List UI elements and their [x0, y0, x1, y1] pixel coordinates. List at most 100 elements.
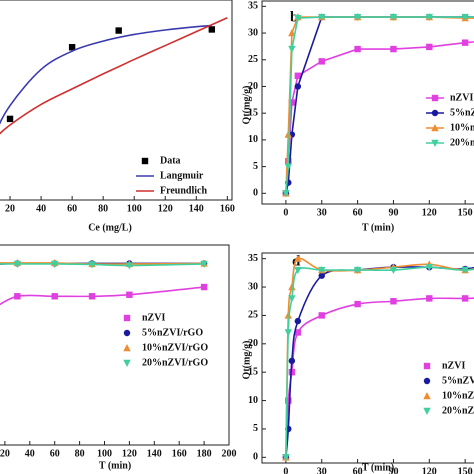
marker	[288, 99, 296, 106]
legend-label: 5%nZVI/rGO	[442, 375, 474, 386]
marker	[123, 359, 131, 367]
marker	[13, 260, 22, 268]
panel: 20 40 60 80 100 120 140 160 Ce (mg/L) Data Langmui…	[0, 0, 235, 233]
marker	[461, 266, 469, 275]
y-tick-label: 5	[253, 423, 258, 434]
x-tick-label: 200	[222, 448, 237, 459]
marker	[390, 45, 397, 53]
marker	[426, 43, 433, 51]
marker	[288, 295, 296, 303]
marker	[14, 293, 21, 300]
legend-label: 20%nZVI/rGO	[450, 137, 474, 148]
marker	[200, 260, 208, 268]
marker	[294, 317, 302, 325]
marker	[282, 454, 290, 462]
plot-area	[0, 17, 228, 135]
x-axis-label: T (min)	[362, 462, 394, 473]
legend-label: Freundlich	[160, 185, 207, 196]
panel-label: b	[290, 9, 298, 25]
marker	[88, 261, 96, 269]
x-tick-label: 150	[458, 466, 473, 474]
marker	[126, 291, 133, 298]
x-tick-label: 120	[158, 203, 173, 214]
marker	[389, 13, 398, 22]
marker	[282, 190, 290, 198]
marker	[6, 115, 14, 123]
y-tick-label: 20	[248, 81, 258, 92]
legend-label: nZVI	[442, 360, 465, 371]
legend-label: 10%nZVI/rGO	[442, 390, 474, 401]
series-line	[285, 266, 474, 458]
y-tick-label: 5	[253, 161, 258, 172]
y-axis-label: Qt(mg/g)	[241, 86, 252, 125]
x-tick-label: 0	[283, 207, 288, 218]
plot-frame	[261, 252, 474, 464]
x-tick-label: 20	[5, 203, 15, 214]
marker	[461, 39, 469, 46]
series-line	[285, 257, 474, 458]
legend-label: 10%nZVI/rGO	[142, 342, 208, 353]
marker	[461, 13, 469, 22]
legend-label: 20%nZVI/rGO	[442, 405, 474, 416]
x-tick-label: 40	[25, 448, 35, 459]
x-tick-label: 150	[458, 207, 473, 218]
marker	[68, 44, 76, 51]
x-tick-label: 0	[283, 466, 288, 474]
y-tick-label: 10	[248, 134, 258, 145]
marker	[294, 72, 302, 79]
marker	[425, 263, 433, 272]
marker	[389, 266, 398, 275]
x-tick-label: 120	[422, 466, 437, 474]
marker	[318, 58, 325, 65]
marker	[353, 266, 362, 275]
legend-label: nZVI	[450, 92, 473, 103]
y-tick-label: 20	[248, 338, 258, 349]
marker	[431, 139, 439, 147]
marker	[318, 13, 326, 22]
x-tick-label: 30	[317, 207, 327, 218]
x-axis-label: Ce (mg/L)	[88, 222, 132, 233]
marker	[423, 392, 431, 400]
series-line	[0, 17, 228, 135]
marker	[431, 94, 439, 102]
marker	[431, 109, 439, 117]
marker	[284, 163, 292, 171]
panel: 030609012015018005101520253035T (min)Qt(…	[241, 0, 474, 233]
x-tick-label: 20	[0, 448, 10, 459]
series-line	[285, 41, 474, 194]
x-tick-label: 120	[422, 207, 437, 218]
marker	[294, 329, 302, 336]
marker	[284, 130, 292, 138]
legend-label: Langmuir	[160, 170, 204, 181]
marker	[294, 254, 302, 262]
x-tick-label: 60	[353, 466, 363, 474]
marker	[318, 312, 325, 319]
marker	[426, 295, 433, 302]
marker	[318, 272, 325, 279]
marker	[125, 262, 134, 270]
x-tick-label: 80	[98, 203, 108, 214]
marker	[123, 329, 131, 337]
x-tick-label: 140	[147, 448, 162, 459]
y-axis-label: Qt(mg/g)	[241, 341, 252, 380]
y-tick-label: 35	[248, 1, 258, 12]
marker	[423, 377, 431, 385]
marker	[288, 45, 296, 54]
marker	[288, 29, 296, 37]
marker	[123, 314, 131, 322]
marker	[115, 27, 122, 34]
y-tick-label: 35	[248, 253, 258, 264]
marker	[208, 26, 216, 33]
marker	[284, 329, 292, 337]
marker	[288, 283, 296, 291]
series-line	[0, 286, 205, 306]
marker	[294, 83, 302, 90]
series-line	[0, 24, 212, 125]
marker	[284, 311, 292, 319]
y-tick-label: 0	[253, 452, 258, 463]
marker	[51, 260, 59, 268]
legend-label: 20%nZVI/rGO	[142, 357, 208, 368]
x-tick-label: 140	[189, 203, 204, 214]
marker	[423, 362, 431, 370]
